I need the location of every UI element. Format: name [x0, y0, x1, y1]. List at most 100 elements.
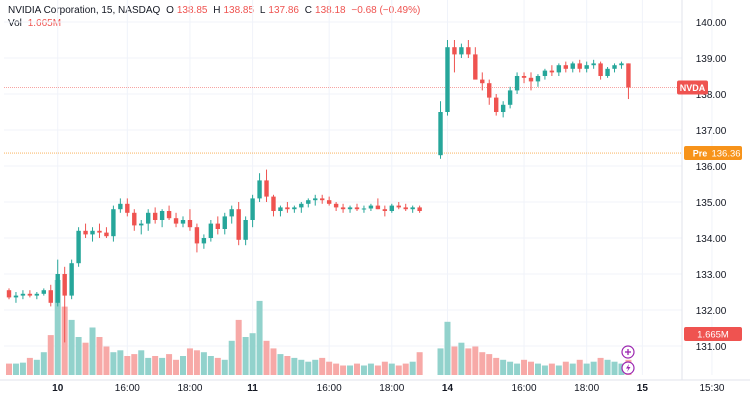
- time-axis[interactable]: 10 16:00 18:00 11 16:00 18:00 14 16:00 18:00 15 15…: [52, 383, 725, 394]
- pre-tag-label: Pre: [693, 149, 708, 159]
- candle-body: [591, 63, 596, 66]
- candle-body: [549, 70, 555, 73]
- volume-bar: [263, 340, 270, 375]
- y-tick-label: 132.00: [696, 306, 727, 317]
- close-value: 138.18: [315, 5, 346, 16]
- volume-bar: [200, 352, 207, 375]
- y-tick-label: 138.00: [696, 90, 727, 101]
- candle-body: [417, 207, 422, 211]
- volume-bar: [576, 359, 583, 375]
- volume-bar: [103, 346, 110, 375]
- pre-tag-bg: [684, 146, 742, 161]
- candle-body: [598, 63, 603, 76]
- candle-body: [612, 65, 617, 69]
- candle-body: [368, 205, 374, 209]
- candle-body: [500, 104, 506, 112]
- price-axis[interactable]: 131.00 132.00 133.00 134.00 135.00 136.00 137.…: [696, 18, 727, 353]
- candle-body: [361, 208, 367, 210]
- open-value: 138.85: [176, 5, 208, 16]
- candle-body: [605, 68, 610, 76]
- chart-legend: NVIDIA Corporation, 15, NASDAQ O 138.85 H…: [8, 4, 423, 18]
- volume-bar: [507, 361, 514, 375]
- volume-bar: [597, 357, 604, 375]
- candle-body: [132, 212, 137, 226]
- volume-bar: [138, 350, 145, 375]
- x-tick-label: 11: [247, 383, 258, 394]
- volume-bar: [374, 365, 381, 375]
- candle-body: [194, 227, 200, 244]
- x-tick-label: 18:00: [177, 383, 202, 394]
- volume-bar: [96, 337, 103, 375]
- lightning-icon[interactable]: [621, 361, 635, 375]
- candle-body: [570, 63, 575, 69]
- volume-bar: [486, 354, 493, 375]
- volume-bar: [166, 354, 173, 375]
- volume-bar: [82, 342, 89, 375]
- candle-body: [69, 263, 74, 296]
- volume-bar: [555, 365, 562, 375]
- candle-body: [111, 209, 116, 237]
- volume-bar: [472, 346, 479, 375]
- candle-body: [97, 230, 102, 233]
- volume-bars: [6, 280, 632, 375]
- volume-value: 1.665M: [27, 18, 62, 29]
- plus-icon[interactable]: [621, 345, 635, 359]
- candle-body: [292, 207, 297, 210]
- candle-body: [396, 205, 401, 208]
- y-tick-label: 140.00: [696, 18, 727, 29]
- candle-body: [452, 47, 457, 55]
- candle-body: [166, 211, 172, 219]
- candle-body: [584, 65, 589, 69]
- volume-bar: [514, 363, 521, 375]
- candle-body: [306, 200, 311, 204]
- volume-bar: [444, 321, 451, 375]
- candle-body: [521, 76, 527, 78]
- x-tick-label: 18:00: [574, 383, 599, 394]
- candle-body: [326, 200, 332, 204]
- volume-bar: [33, 359, 40, 375]
- candle-body: [27, 293, 33, 296]
- volume-bar: [493, 357, 500, 375]
- volume-bar: [47, 335, 54, 375]
- candle-body: [466, 47, 471, 55]
- volume-bar: [611, 361, 618, 375]
- y-tick-label: 139.00: [696, 54, 727, 65]
- volume-tag-bg: [684, 327, 742, 341]
- volume-bar: [465, 348, 472, 375]
- volume-bar: [68, 319, 75, 375]
- high-value: 138.85: [223, 5, 255, 16]
- volume-bar: [110, 352, 117, 375]
- volume-bar: [312, 359, 319, 375]
- volume-bar: [256, 300, 263, 375]
- x-tick-label: 16:00: [317, 383, 342, 394]
- volume-bar: [193, 350, 200, 375]
- candle-body: [55, 274, 60, 303]
- symbol-label: NVIDIA Corporation, 15, NASDAQ: [8, 5, 161, 16]
- volume-bar: [562, 361, 569, 375]
- volume-label: Vol: [8, 18, 22, 29]
- candle-body: [125, 203, 130, 213]
- candle-body: [250, 198, 255, 220]
- x-tick-label: 15: [637, 383, 649, 394]
- candle-body: [229, 209, 234, 217]
- volume-bar: [541, 365, 548, 375]
- volume-bar: [221, 359, 228, 375]
- candle-body: [445, 47, 450, 113]
- volume-bar: [152, 356, 159, 375]
- volume-bar: [416, 352, 423, 375]
- candle-body: [480, 79, 485, 84]
- volume-bar: [117, 350, 124, 375]
- volume-bar: [388, 363, 395, 375]
- volume-bar: [381, 361, 388, 375]
- candle-body: [375, 205, 381, 210]
- candle-body: [257, 180, 262, 199]
- candle-body: [514, 76, 520, 91]
- candle-body: [41, 290, 46, 294]
- volume-bar: [305, 361, 312, 375]
- volume-bar: [242, 337, 249, 375]
- candle-body: [180, 220, 186, 224]
- volume-bar: [6, 363, 12, 375]
- candle-body: [333, 203, 339, 208]
- candle-body: [626, 63, 631, 88]
